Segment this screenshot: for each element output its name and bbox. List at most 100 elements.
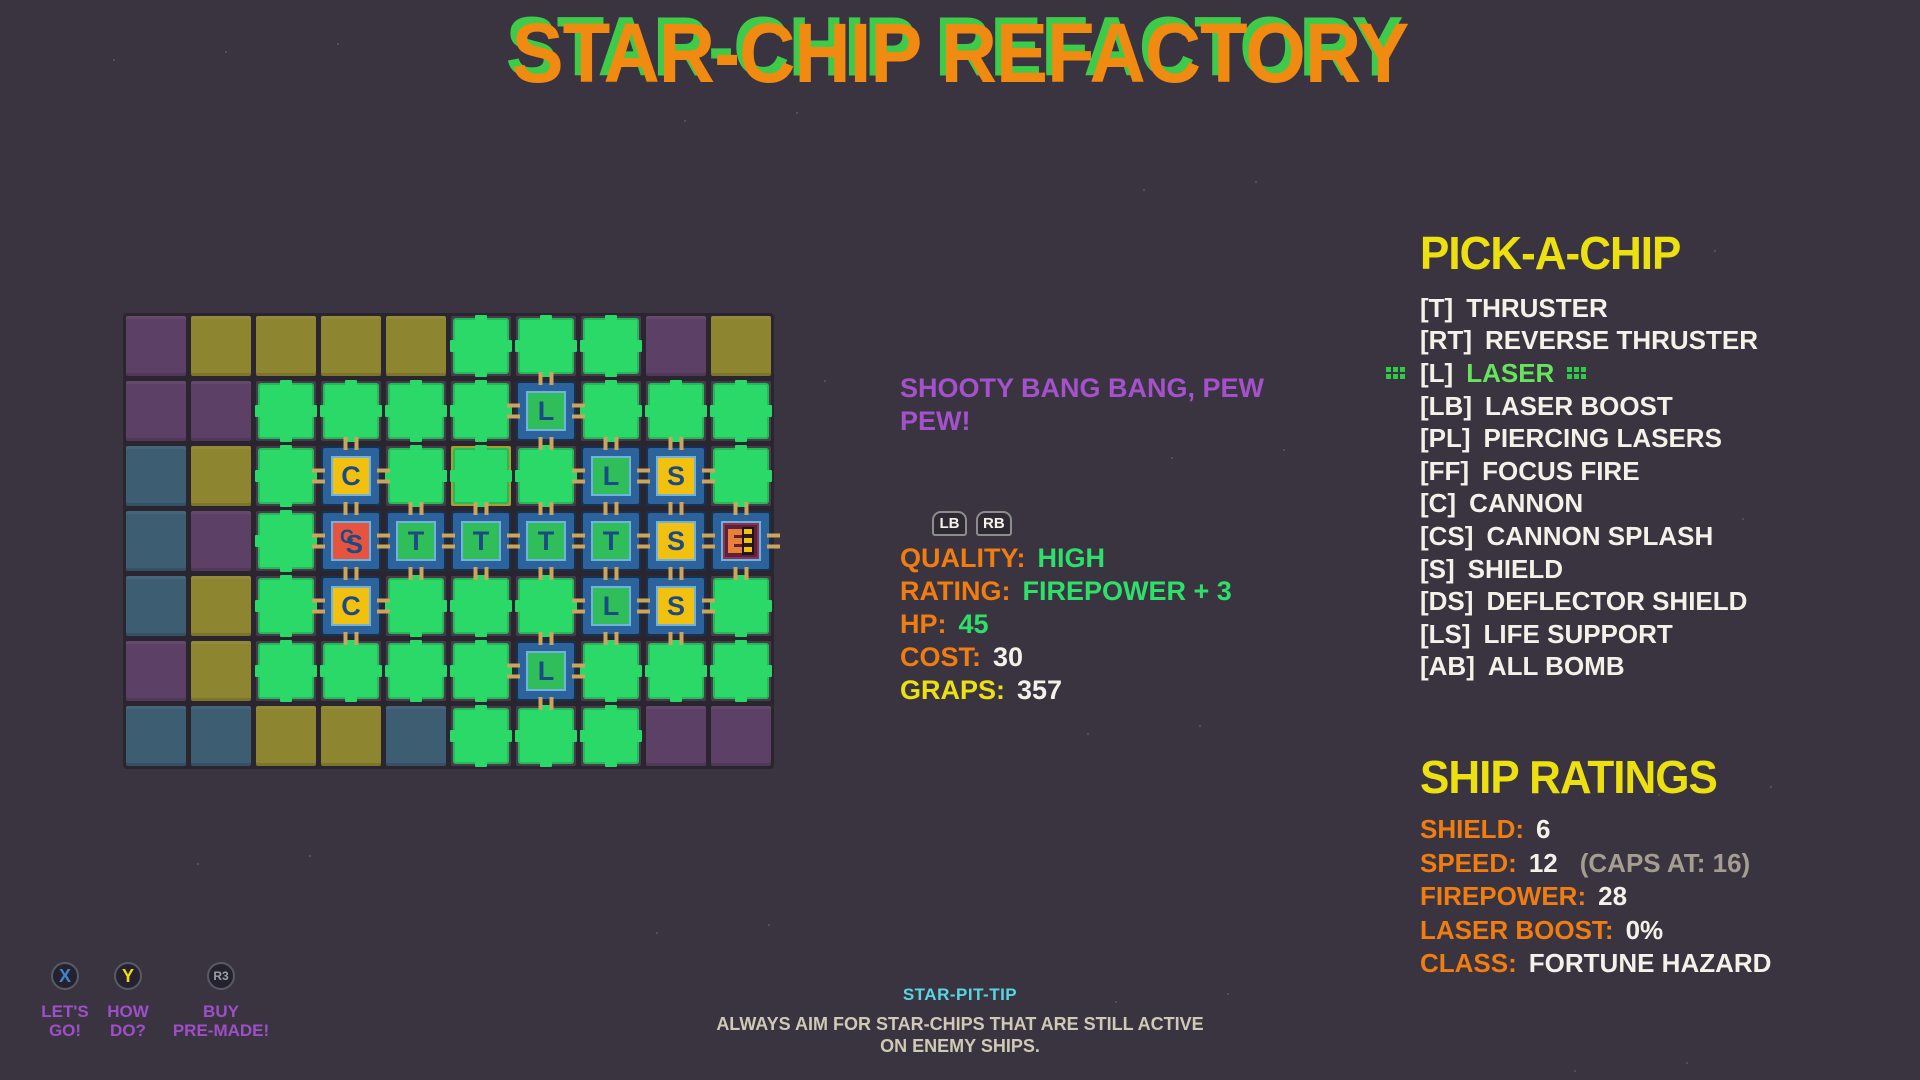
empty-socket-r2c6[interactable] <box>450 380 512 442</box>
control-r3[interactable]: R3 BUY PRE-MADE! <box>158 962 284 1040</box>
grid-tile-olive-tile-r1c4[interactable] <box>321 316 381 376</box>
chip-option-laser-boost[interactable]: [LB] LASER BOOST <box>1420 390 1758 423</box>
empty-socket-r4c3[interactable] <box>255 510 317 572</box>
shield-chip-r5c9[interactable]: S <box>637 567 715 645</box>
empty-socket-r5c7[interactable] <box>515 575 577 637</box>
empty-socket-r5c6[interactable] <box>450 575 512 637</box>
laser-chip-r6c7[interactable]: L <box>507 632 585 710</box>
chip-option-thruster[interactable]: [T] THRUSTER <box>1420 292 1758 325</box>
cannon-chip-r5c4[interactable]: C <box>312 567 390 645</box>
grid-tile-purple-tile-r7c9[interactable] <box>646 706 706 766</box>
empty-socket-r1c8[interactable] <box>580 315 642 377</box>
socket-tab <box>410 380 422 385</box>
thruster-chip-r4c6[interactable]: T <box>442 502 520 580</box>
stat-value: 30 <box>993 642 1024 672</box>
grid-tile-purple-tile-r1c9[interactable] <box>646 316 706 376</box>
grid-tile-olive-tile-r1c3[interactable] <box>256 316 316 376</box>
empty-socket-r2c8[interactable] <box>580 380 642 442</box>
empty-socket-r2c10[interactable] <box>710 380 772 442</box>
grid-tile-blue-tile-r7c1[interactable] <box>126 706 186 766</box>
grid-tile-olive-tile-r7c4[interactable] <box>321 706 381 766</box>
thruster-chip-r4c5[interactable]: T <box>377 502 455 580</box>
shield-chip-r3c9[interactable]: S <box>637 437 715 515</box>
empty-socket-r7c7[interactable] <box>515 705 577 767</box>
empty-socket-r3c10[interactable] <box>710 445 772 507</box>
grid-tile-purple-tile-r6c1[interactable] <box>126 641 186 701</box>
chip-option-laser[interactable]: [L] LASER <box>1386 357 1758 390</box>
lb-button[interactable]: LB <box>932 511 967 536</box>
empty-socket-r6c9[interactable] <box>645 640 707 702</box>
rb-button[interactable]: RB <box>976 511 1012 536</box>
chip-option-all-bomb[interactable]: [AB] ALL BOMB <box>1420 651 1758 684</box>
control-y[interactable]: Y HOW DO? <box>96 962 160 1040</box>
chip-option-piercing-lasers[interactable]: [PL] PIERCING LASERS <box>1420 422 1758 455</box>
grid-tile-olive-tile-r3c2[interactable] <box>191 446 251 506</box>
gamepad-r3-button-icon[interactable]: R3 <box>207 962 235 990</box>
empty-socket-r6c6[interactable] <box>450 640 512 702</box>
laser-chip-r2c7[interactable]: L <box>507 372 585 450</box>
rating-value: 0% <box>1625 914 1664 945</box>
grid-tile-blue-tile-r5c1[interactable] <box>126 576 186 636</box>
grid-tile-olive-tile-r1c2[interactable] <box>191 316 251 376</box>
empty-socket-r6c4[interactable] <box>320 640 382 702</box>
grid-tile-olive-tile-r6c2[interactable] <box>191 641 251 701</box>
engine-core-chip-r4c10[interactable] <box>702 502 780 580</box>
grid-tile-blue-tile-r7c5[interactable] <box>386 706 446 766</box>
star-dot <box>309 855 311 857</box>
laser-chip-r3c8[interactable]: L <box>572 437 650 515</box>
grid-tile-olive-tile-r5c2[interactable] <box>191 576 251 636</box>
chip-option-cannon-splash[interactable]: [CS] CANNON SPLASH <box>1420 520 1758 553</box>
empty-socket-r7c6[interactable] <box>450 705 512 767</box>
empty-socket-r2c4[interactable] <box>320 380 382 442</box>
grid-tile-blue-tile-r4c1[interactable] <box>126 511 186 571</box>
empty-socket-r3c3[interactable] <box>255 445 317 507</box>
thruster-chip-r4c7[interactable]: T <box>507 502 585 580</box>
grid-tile-purple-tile-r2c1[interactable] <box>126 381 186 441</box>
grid-cursor-cell-r3c6[interactable] <box>450 445 512 507</box>
shield-chip-r4c9[interactable]: S <box>637 502 715 580</box>
grid-tile-olive-tile-r1c10[interactable] <box>711 316 771 376</box>
chip-stat-line: GRAPS: 357 <box>900 675 1232 708</box>
grid-tile-purple-tile-r4c2[interactable] <box>191 511 251 571</box>
control-x[interactable]: X LET'S GO! <box>28 962 102 1040</box>
grid-tile-purple-tile-r1c1[interactable] <box>126 316 186 376</box>
grid-tile-olive-tile-r1c5[interactable] <box>386 316 446 376</box>
empty-socket-r5c10[interactable] <box>710 575 772 637</box>
socket-tab <box>280 502 292 507</box>
empty-socket-r7c8[interactable] <box>580 705 642 767</box>
chip-option-shield[interactable]: [S] SHIELD <box>1420 553 1758 586</box>
empty-socket-r3c7[interactable] <box>515 445 577 507</box>
empty-socket-r1c7[interactable] <box>515 315 577 377</box>
grid-tile-purple-tile-r2c2[interactable] <box>191 381 251 441</box>
empty-socket-r2c9[interactable] <box>645 380 707 442</box>
laser-chip-r5c8[interactable]: L <box>572 567 650 645</box>
grid-tile-blue-tile-r7c2[interactable] <box>191 706 251 766</box>
cannon-chip-r3c4[interactable]: C <box>312 437 390 515</box>
grid-tile-olive-tile-r7c3[interactable] <box>256 706 316 766</box>
socket-tab <box>515 470 520 482</box>
grid-tile-purple-tile-r7c10[interactable] <box>711 706 771 766</box>
empty-socket-r6c10[interactable] <box>710 640 772 702</box>
chip-option-deflector-shield[interactable]: [DS] DEFLECTOR SHIELD <box>1420 585 1758 618</box>
empty-socket-r6c8[interactable] <box>580 640 642 702</box>
empty-socket-r2c5[interactable] <box>385 380 447 442</box>
thruster-chip-r4c8[interactable]: T <box>572 502 650 580</box>
socket-tab <box>735 437 747 442</box>
empty-socket-r3c5[interactable] <box>385 445 447 507</box>
chip-option-cannon[interactable]: [C] CANNON <box>1420 488 1758 521</box>
gamepad-x-button-icon[interactable]: X <box>51 962 79 990</box>
chip-letter: L <box>591 456 631 496</box>
chip-option-focus-fire[interactable]: [FF] FOCUS FIRE <box>1420 455 1758 488</box>
empty-socket-r6c3[interactable] <box>255 640 317 702</box>
grid-tile-blue-tile-r3c1[interactable] <box>126 446 186 506</box>
gamepad-y-button-icon[interactable]: Y <box>114 962 142 990</box>
empty-socket-r6c5[interactable] <box>385 640 447 702</box>
empty-socket-r1c6[interactable] <box>450 315 512 377</box>
empty-socket-r2c3[interactable] <box>255 380 317 442</box>
empty-socket-r5c5[interactable] <box>385 575 447 637</box>
chip-option-reverse-thruster[interactable]: [RT] REVERSE THRUSTER <box>1420 325 1758 358</box>
empty-socket-r5c3[interactable] <box>255 575 317 637</box>
chip-option-life-support[interactable]: [LS] LIFE SUPPORT <box>1420 618 1758 651</box>
